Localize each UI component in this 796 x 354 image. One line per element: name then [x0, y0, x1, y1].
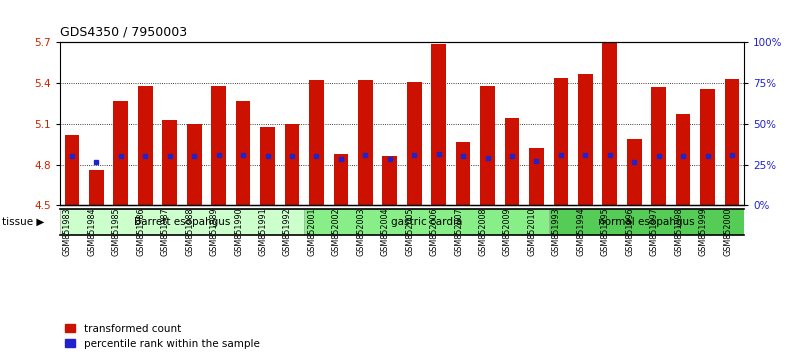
Text: GSM851994: GSM851994 — [576, 207, 585, 256]
Bar — [627, 139, 642, 205]
Bar — [114, 101, 128, 205]
Text: GSM852010: GSM852010 — [528, 207, 537, 256]
Bar — [676, 114, 690, 205]
Bar — [553, 78, 568, 205]
Text: GSM851999: GSM851999 — [699, 207, 708, 256]
Bar — [285, 124, 299, 205]
Text: GSM852001: GSM852001 — [307, 207, 317, 256]
Text: GSM852000: GSM852000 — [723, 207, 732, 256]
Bar — [334, 154, 348, 205]
Text: GSM851995: GSM851995 — [601, 207, 610, 256]
Bar — [358, 80, 373, 205]
Text: GSM852004: GSM852004 — [380, 207, 390, 256]
Bar — [89, 170, 103, 205]
Bar — [382, 156, 397, 205]
Bar — [64, 135, 80, 205]
Text: GSM851991: GSM851991 — [259, 207, 267, 256]
Bar — [700, 88, 715, 205]
Bar — [236, 101, 251, 205]
Text: GSM852005: GSM852005 — [405, 207, 414, 256]
Text: GSM851997: GSM851997 — [650, 207, 659, 256]
Text: GSM852007: GSM852007 — [454, 207, 463, 256]
Bar — [407, 82, 422, 205]
Text: GSM852008: GSM852008 — [478, 207, 487, 256]
Text: GSM851983: GSM851983 — [63, 207, 72, 256]
Bar — [548, 209, 744, 235]
Text: GSM852006: GSM852006 — [430, 207, 439, 256]
Bar — [187, 124, 201, 205]
Legend: transformed count, percentile rank within the sample: transformed count, percentile rank withi… — [65, 324, 259, 349]
Bar — [724, 79, 739, 205]
Text: GSM852003: GSM852003 — [357, 207, 365, 256]
Text: GSM851990: GSM851990 — [234, 207, 243, 256]
Bar — [456, 142, 470, 205]
Text: GDS4350 / 7950003: GDS4350 / 7950003 — [60, 26, 187, 39]
Text: GSM851984: GSM851984 — [88, 207, 96, 256]
Bar — [480, 86, 495, 205]
Text: tissue ▶: tissue ▶ — [2, 217, 44, 227]
Bar — [260, 127, 275, 205]
Bar — [138, 86, 153, 205]
Text: GSM851987: GSM851987 — [161, 207, 170, 256]
Bar — [505, 119, 519, 205]
Bar — [603, 42, 617, 205]
Text: normal esopahgus: normal esopahgus — [598, 217, 695, 227]
Bar — [211, 86, 226, 205]
Bar — [162, 120, 177, 205]
Text: Barrett esopahgus: Barrett esopahgus — [134, 217, 230, 227]
Text: GSM851993: GSM851993 — [552, 207, 561, 256]
Text: GSM852009: GSM852009 — [503, 207, 512, 256]
Text: GSM851988: GSM851988 — [185, 207, 194, 256]
Text: GSM851986: GSM851986 — [136, 207, 146, 256]
Text: gastric cardia: gastric cardia — [391, 217, 462, 227]
Text: GSM851996: GSM851996 — [625, 207, 634, 256]
Bar — [651, 87, 666, 205]
Bar — [60, 209, 304, 235]
Text: GSM851998: GSM851998 — [674, 207, 683, 256]
Text: GSM852002: GSM852002 — [332, 207, 341, 256]
Text: GSM851992: GSM851992 — [283, 207, 292, 256]
Text: GSM851989: GSM851989 — [209, 207, 219, 256]
Bar — [304, 209, 548, 235]
Text: GSM851985: GSM851985 — [111, 207, 121, 256]
Bar — [309, 80, 324, 205]
Bar — [578, 74, 593, 205]
Bar — [431, 44, 446, 205]
Bar — [529, 148, 544, 205]
